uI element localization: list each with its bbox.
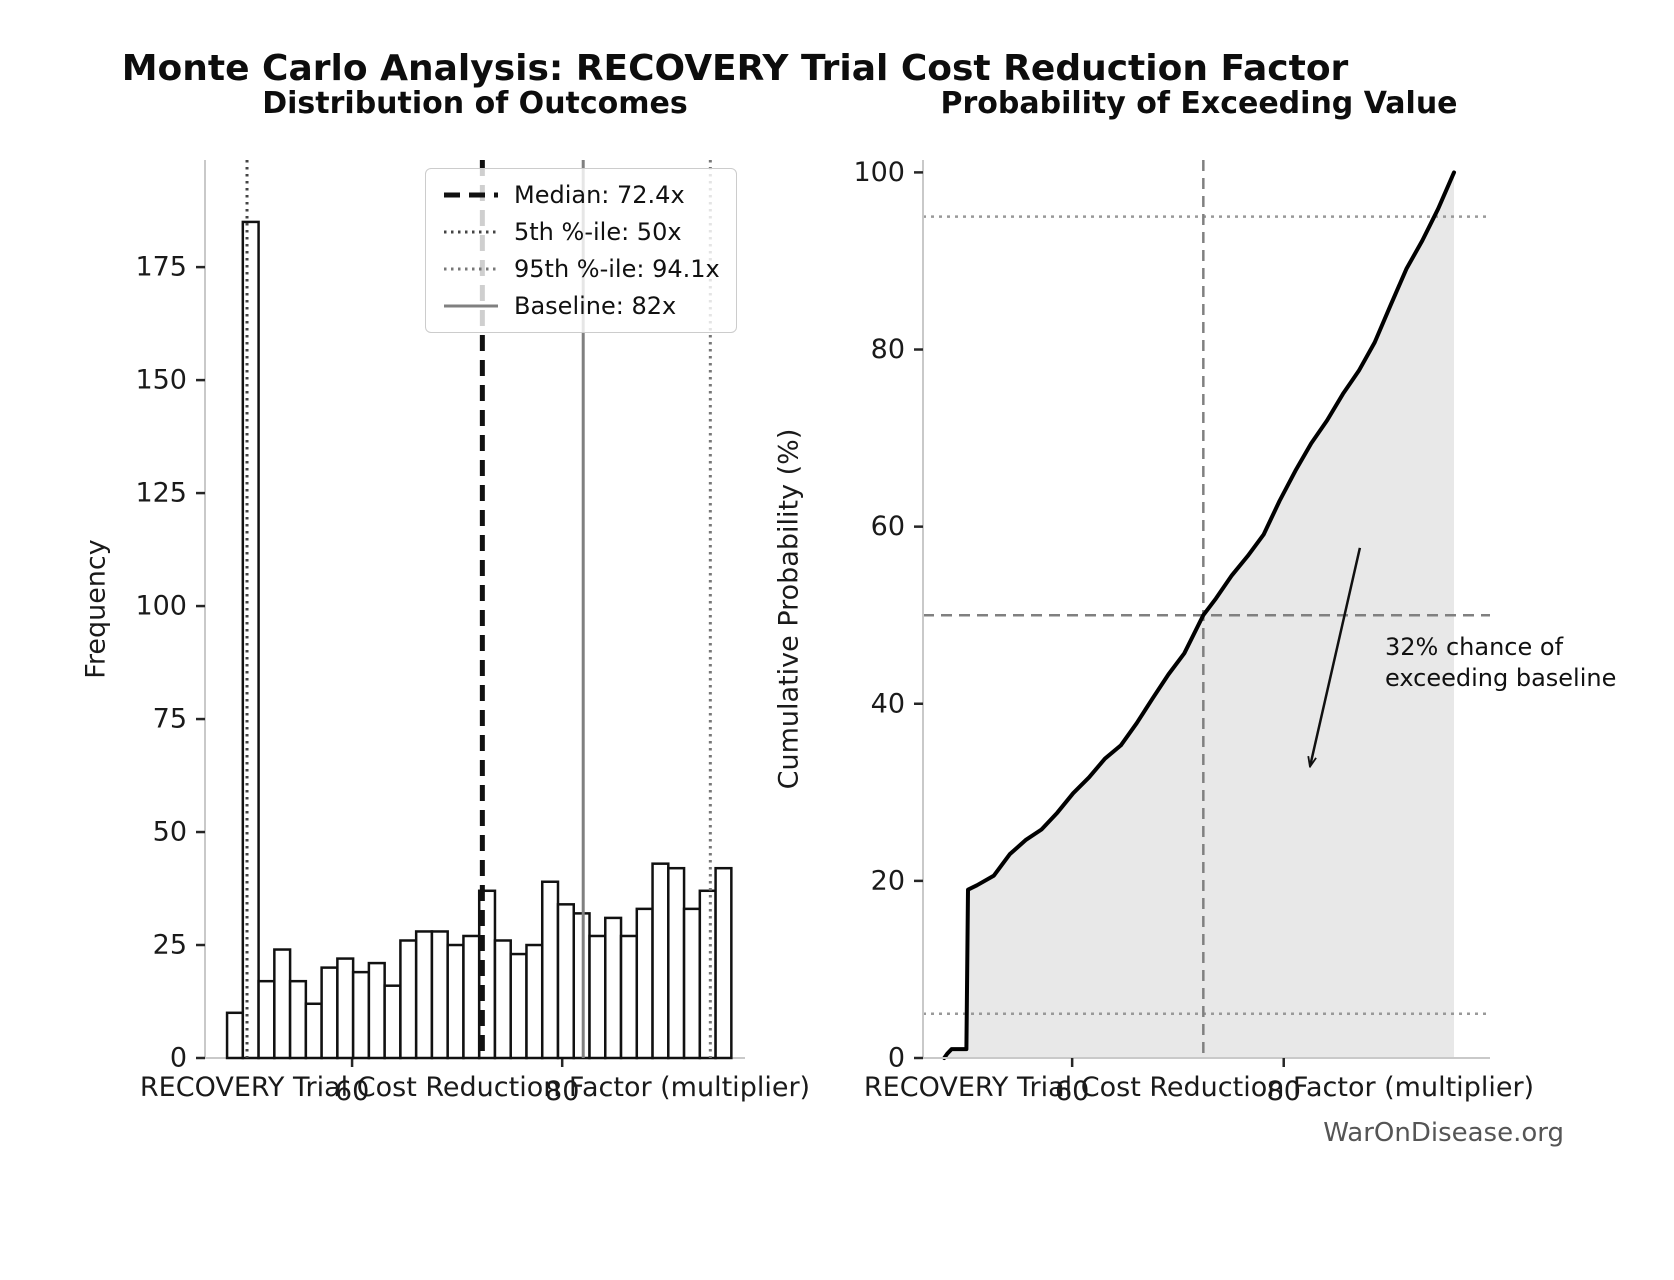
watermark: WarOnDisease.org [1323, 1118, 1564, 1148]
y-tick-label: 25 [153, 930, 187, 961]
legend-label: Median: 72.4x [514, 181, 685, 209]
histogram-bar [383, 984, 402, 1060]
right-x-axis-label: RECOVERY Trial Cost Reduction Factor (mu… [863, 1072, 1535, 1103]
x-tick-label: 80 [545, 1076, 579, 1107]
histogram-bar [556, 903, 576, 1060]
histogram-bar [667, 866, 686, 1060]
histogram-bar [493, 939, 512, 1060]
histogram-bar [509, 952, 528, 1060]
left-x-axis-label: RECOVERY Trial Cost Reduction Factor (mu… [139, 1072, 811, 1103]
y-tick-label: 40 [871, 688, 905, 719]
histogram-bar [288, 979, 308, 1060]
legend-line-sample [444, 192, 498, 198]
annotation-line-1: 32% chance of [1385, 633, 1564, 661]
histogram-chart: 0 25 50 75 100 125 150 175 60 80 [135, 160, 745, 1107]
y-tick-label: 0 [170, 1043, 187, 1074]
legend-row: Median: 72.4x [442, 181, 720, 209]
histogram-bar [399, 939, 418, 1060]
cdf-chart: 0 20 40 60 80 100 60 80 [853, 157, 1490, 1107]
legend-line-sample [444, 230, 498, 234]
legend-line-sample [444, 267, 498, 271]
histogram-bar [351, 970, 371, 1060]
legend-row: Baseline: 82x [442, 292, 720, 320]
histogram-bar [320, 966, 339, 1060]
histogram-bar [257, 979, 276, 1060]
histogram-bar [241, 220, 260, 1060]
histogram-bar [635, 907, 654, 1060]
annotation-line-2: exceeding baseline [1385, 664, 1617, 693]
right-y-axis-label: Cumulative Probability (%) [773, 428, 805, 790]
histogram-bar [446, 943, 465, 1060]
annotation-text: 32% chance of exceeding baseline [1385, 632, 1616, 694]
cdf-shaded-area [944, 172, 1454, 1058]
histogram-bar [619, 934, 639, 1060]
x-tick-label: 60 [335, 1076, 369, 1107]
right-chart-title: Probability of Exceeding Value [940, 86, 1458, 121]
legend-label: 5th %-ile: 50x [514, 218, 682, 246]
histogram-bar [225, 1011, 245, 1060]
y-tick-label: 100 [853, 157, 905, 188]
main-title: Monte Carlo Analysis: RECOVERY Trial Cos… [121, 48, 1349, 89]
legend-row: 5th %-ile: 50x [442, 218, 720, 246]
legend-label: 95th %-ile: 94.1x [514, 255, 720, 283]
histogram-bar [588, 934, 607, 1060]
legend: Median: 72.4x 5th %-ile: 50x 95th %-ile: 9… [425, 168, 737, 333]
legend-line-sample [444, 304, 498, 308]
histogram-bar [414, 930, 434, 1060]
histogram-bar [540, 880, 560, 1060]
x-tick-label: 80 [1267, 1076, 1301, 1107]
histogram-bar [572, 912, 591, 1060]
histogram-bar [336, 957, 355, 1060]
legend-row: 95th %-ile: 94.1x [442, 255, 720, 283]
y-tick-label: 80 [871, 334, 905, 365]
histogram-bar [273, 948, 292, 1060]
left-chart-title: Distribution of Outcomes [262, 86, 688, 121]
histogram-bar [698, 889, 717, 1060]
histogram-bar [367, 961, 386, 1060]
y-tick-label: 60 [871, 511, 905, 542]
y-tick-label: 20 [871, 865, 905, 896]
y-tick-label: 75 [153, 704, 187, 735]
histogram-bar [430, 930, 449, 1060]
histogram-bar [651, 862, 670, 1060]
cdf-curve [942, 170, 1456, 1060]
histogram-bar [304, 1002, 323, 1060]
y-tick-label: 100 [135, 591, 187, 622]
legend-label: Baseline: 82x [514, 292, 677, 320]
x-tick-label: 60 [1055, 1076, 1089, 1107]
histogram-bar [714, 866, 733, 1060]
histogram-bar [525, 943, 544, 1060]
histogram-bar [604, 916, 623, 1060]
annotation-arrow [1310, 547, 1362, 766]
left-y-axis-label: Frequency [80, 539, 112, 679]
y-tick-label: 175 [135, 252, 187, 283]
histogram-bar [682, 907, 702, 1060]
y-tick-label: 125 [135, 478, 187, 509]
y-tick-label: 50 [153, 817, 187, 848]
y-tick-label: 0 [888, 1043, 905, 1074]
histogram-bar [462, 934, 481, 1060]
y-tick-label: 150 [135, 365, 187, 396]
